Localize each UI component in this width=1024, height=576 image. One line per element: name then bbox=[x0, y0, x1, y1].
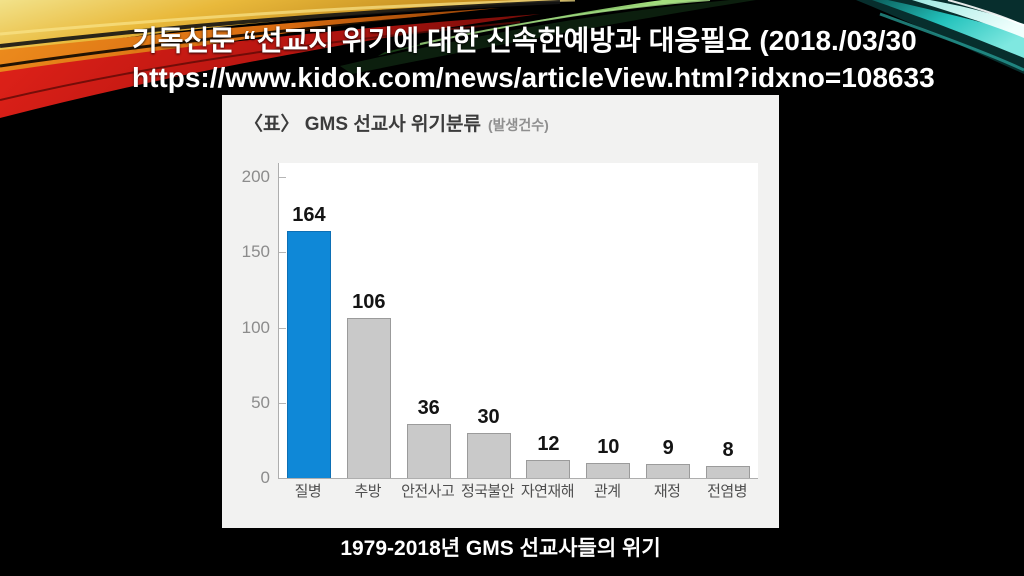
bar-slot: 10 bbox=[578, 163, 638, 478]
y-tick-label: 50 bbox=[251, 392, 270, 412]
bar-slot: 164 bbox=[279, 163, 339, 478]
bar-value-label: 36 bbox=[417, 397, 440, 419]
y-tick-mark bbox=[279, 177, 286, 178]
bar-value-label: 30 bbox=[477, 406, 500, 428]
category-label: 정국불안 bbox=[460, 483, 515, 500]
chart-title-unit: (발생건수) bbox=[487, 117, 549, 133]
bar-value-label: 12 bbox=[537, 433, 560, 455]
bar-재정 bbox=[646, 464, 691, 478]
chart-title: 〈표〉 GMS 선교사 위기분류 (발생건수) bbox=[244, 109, 549, 136]
plot-area: 164 106 36 30 12 10 9 8 bbox=[278, 163, 758, 479]
bars-row: 164 106 36 30 12 10 9 8 bbox=[279, 163, 758, 478]
bar-slot: 30 bbox=[459, 163, 519, 478]
bar-value-label: 9 bbox=[662, 437, 674, 459]
bar-slot: 106 bbox=[339, 163, 399, 478]
bar-안전사고 bbox=[406, 424, 451, 478]
y-tick-mark bbox=[279, 252, 286, 254]
category-row: 질병 추방 안전사고 정국불안 자연재해 관계 재정 전염병 bbox=[278, 480, 757, 501]
category-label: 재정 bbox=[653, 483, 681, 500]
y-axis-labels: 0 50 100 150 200 bbox=[224, 163, 270, 487]
source-url: https://www.kidok.com/news/articleView.h… bbox=[132, 62, 935, 93]
bar-slot: 9 bbox=[638, 163, 698, 478]
y-tick-mark bbox=[279, 327, 286, 329]
bar-value-label: 10 bbox=[597, 436, 620, 458]
chart-title-text: 〈표〉 GMS 선교사 위기분류 bbox=[244, 114, 481, 135]
category-label: 추방 bbox=[354, 483, 382, 500]
slide-title: 기독신문 “선교지 위기에 대한 신속한예방과 대응필요 (2018./03/3… bbox=[132, 25, 917, 56]
bar-관계 bbox=[586, 463, 631, 478]
bar-slot: 36 bbox=[399, 163, 459, 478]
chart-card: 〈표〉 GMS 선교사 위기분류 (발생건수) 0 50 100 150 200 164 1… bbox=[222, 95, 779, 528]
y-tick-label: 200 bbox=[241, 167, 270, 186]
y-tick-label: 0 bbox=[260, 468, 270, 487]
bar-자연재해 bbox=[526, 460, 571, 478]
category-label: 관계 bbox=[594, 483, 621, 500]
bar-질병 bbox=[286, 231, 331, 478]
bar-value-label: 164 bbox=[292, 204, 326, 226]
category-label: 전염병 bbox=[707, 483, 748, 500]
bar-value-label: 8 bbox=[722, 439, 734, 461]
category-label: 안전사고 bbox=[401, 483, 455, 500]
bar-slot: 8 bbox=[698, 163, 758, 478]
slide-header: 기독신문 “선교지 위기에 대한 신속한예방과 대응필요 (2018./03/3… bbox=[132, 22, 1012, 96]
bar-전염병 bbox=[706, 466, 751, 478]
bar-추방 bbox=[346, 318, 391, 478]
y-tick-label: 150 bbox=[241, 242, 270, 262]
y-tick-mark bbox=[279, 402, 286, 404]
slide-caption: 1979-2018년 GMS 선교사들의 위기 bbox=[340, 537, 661, 560]
bar-정국불안 bbox=[466, 433, 511, 478]
category-label: 자연재해 bbox=[520, 483, 575, 500]
category-label: 질병 bbox=[294, 483, 322, 500]
y-tick-label: 100 bbox=[241, 317, 270, 337]
bar-slot: 12 bbox=[519, 163, 579, 478]
bar-value-label: 106 bbox=[352, 291, 386, 313]
